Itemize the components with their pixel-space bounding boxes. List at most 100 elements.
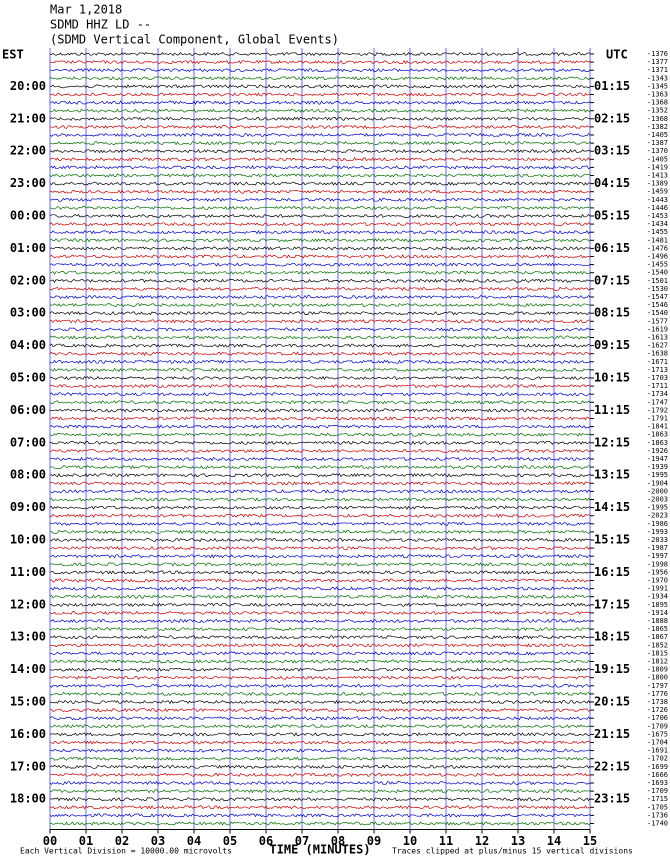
trace <box>49 821 591 826</box>
trace-offset: -1455 <box>647 261 668 269</box>
trace <box>49 148 591 154</box>
trace <box>49 286 591 291</box>
trace <box>49 165 591 170</box>
trace <box>49 213 591 219</box>
x-tick-label: 14 <box>547 834 561 848</box>
right-hour-label: 03:15 <box>594 144 630 158</box>
trace-offset: -2003 <box>647 496 668 504</box>
x-tick-label: 05 <box>223 834 237 848</box>
trace-offset: -1370 <box>647 147 668 155</box>
trace-offset: -1997 <box>647 552 668 560</box>
trace-offset: -1995 <box>647 471 668 479</box>
trace-offset: -1809 <box>647 666 668 674</box>
trace <box>49 724 591 729</box>
trace-offset: -1709 <box>647 722 668 730</box>
trace-offset: -1443 <box>647 196 668 204</box>
trace-offset: -1376 <box>647 50 668 58</box>
trace-offset: -1546 <box>647 301 668 309</box>
right-hour-label: 17:15 <box>594 597 630 611</box>
trace-offset: -1863 <box>647 431 668 439</box>
trace-offset: -1501 <box>647 277 668 285</box>
trace-offset: -1345 <box>647 82 668 90</box>
trace-offset: -1540 <box>647 269 668 277</box>
trace-offset: -1993 <box>647 528 668 536</box>
trace <box>49 456 591 462</box>
trace <box>49 707 591 713</box>
trace-offset: -1705 <box>647 803 668 811</box>
trace <box>49 756 591 761</box>
trace <box>49 473 591 478</box>
trace-offset: -1987 <box>647 544 668 552</box>
trace-offset: -1947 <box>647 455 668 463</box>
trace <box>49 489 591 494</box>
trace-offset: -1434 <box>647 220 668 228</box>
trace <box>49 659 591 664</box>
trace-offset: -1863 <box>647 439 668 447</box>
x-tick-label: 07 <box>295 834 309 848</box>
trace-offset: -1419 <box>647 163 668 171</box>
right-hour-label: 11:15 <box>594 403 630 417</box>
trace-offset: -1970 <box>647 577 668 585</box>
trace <box>49 570 591 575</box>
trace-offset: -2000 <box>647 487 668 495</box>
trace-offset: -1709 <box>647 787 668 795</box>
right-hour-label: 08:15 <box>594 306 630 320</box>
trace-offset: -1476 <box>647 244 668 252</box>
x-tick-label: 08 <box>331 834 345 848</box>
left-hour-label: 15:00 <box>10 695 46 709</box>
trace <box>49 772 591 778</box>
trace <box>49 764 591 769</box>
trace-offset: -1405 <box>647 155 668 163</box>
trace <box>49 554 591 559</box>
trace <box>49 562 591 567</box>
right-hour-label: 12:15 <box>594 435 630 449</box>
trace <box>49 230 591 235</box>
trace <box>49 383 591 389</box>
left-hour-label: 16:00 <box>10 727 46 741</box>
right-hour-label: 06:15 <box>594 241 630 255</box>
trace <box>49 222 591 227</box>
trace <box>49 448 591 453</box>
x-tick-label: 15 <box>583 834 597 848</box>
clip-note: Traces clipped at plus/minus 15 vertical… <box>392 847 633 856</box>
trace-offset: -1699 <box>647 763 668 771</box>
trace <box>49 780 591 786</box>
trace <box>49 699 591 705</box>
trace-offset: -2033 <box>647 536 668 544</box>
trace <box>49 416 591 421</box>
trace-offset: -1715 <box>647 795 668 803</box>
left-hour-label: 23:00 <box>10 176 46 190</box>
trace-offset: -1747 <box>647 398 668 406</box>
x-axis-label: TIME (MINUTES) <box>269 843 370 857</box>
trace <box>49 537 591 543</box>
trace-offset: -1800 <box>647 674 668 682</box>
trace-offset: -1613 <box>647 334 668 342</box>
trace-offset: -1703 <box>647 374 668 382</box>
trace-offset: -1738 <box>647 698 668 706</box>
trace <box>49 343 591 348</box>
trace <box>49 594 591 599</box>
trace-offset: -1792 <box>647 406 668 414</box>
left-hour-label: 08:00 <box>10 468 46 482</box>
trace <box>49 254 591 259</box>
trace-offset: -1706 <box>647 714 668 722</box>
trace <box>49 651 591 656</box>
trace-offset: -1666 <box>647 771 668 779</box>
right-hour-label: 15:15 <box>594 533 630 547</box>
trace <box>49 116 591 121</box>
trace-offset: -1895 <box>647 601 668 609</box>
left-hour-label: 05:00 <box>10 371 46 385</box>
trace-offset: -1387 <box>647 139 668 147</box>
trace-offset: -1446 <box>647 204 668 212</box>
trace-offset: -1371 <box>647 66 668 74</box>
trace-offset: -1343 <box>647 74 668 82</box>
trace <box>49 246 591 251</box>
trace-offset: -1413 <box>647 172 668 180</box>
trace-offset: -1368 <box>647 99 668 107</box>
right-hour-label: 05:15 <box>594 209 630 223</box>
x-tick-label: 09 <box>367 834 381 848</box>
trace <box>49 311 591 316</box>
trace <box>49 602 591 607</box>
